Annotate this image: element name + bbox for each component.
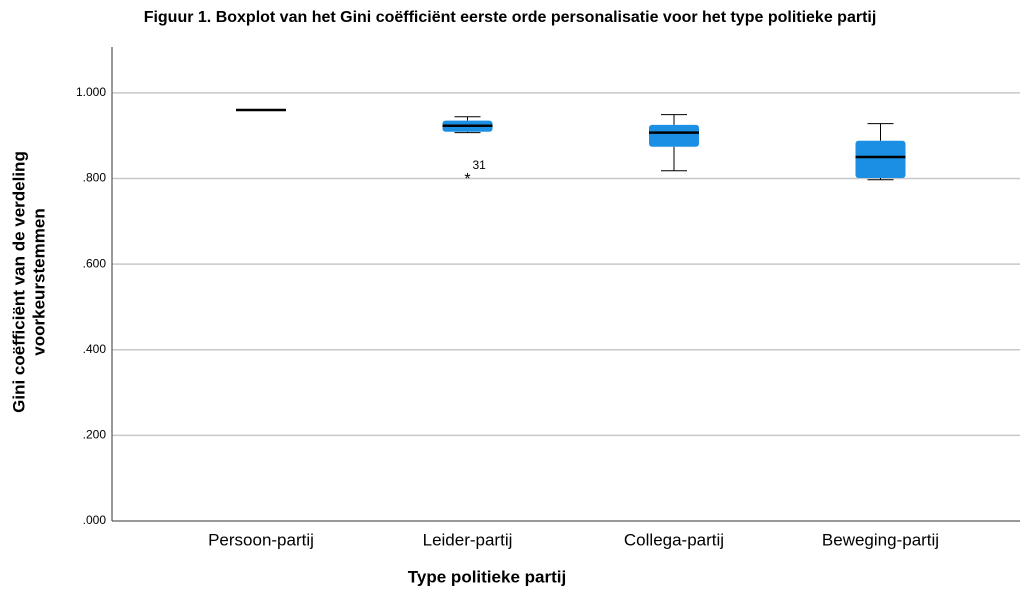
box	[855, 140, 906, 179]
y-tick-label: .600	[83, 256, 107, 270]
x-tick-label: Persoon-partij	[208, 530, 314, 549]
x-axis-title: Type politieke partij	[408, 567, 566, 586]
y-tick-label: .200	[83, 428, 107, 442]
chart-title: Figuur 1. Boxplot van het Gini coëfficië…	[144, 9, 877, 26]
y-tick-label: .400	[83, 342, 107, 356]
x-tick-label: Leider-partij	[423, 530, 513, 549]
box	[649, 124, 699, 147]
y-tick-label: 1.000	[76, 85, 106, 99]
outlier: *	[464, 171, 470, 188]
y-axis-title: Gini coëfficiënt van de verdeling	[9, 151, 28, 413]
x-tick-label: Beweging-partij	[822, 530, 939, 549]
y-axis-title: voorkeurstemmen	[29, 208, 48, 355]
y-tick-label: .800	[83, 171, 107, 185]
outlier-label: 31	[473, 158, 487, 172]
y-tick-label: .000	[83, 513, 107, 527]
x-tick-label: Collega-partij	[624, 530, 724, 549]
